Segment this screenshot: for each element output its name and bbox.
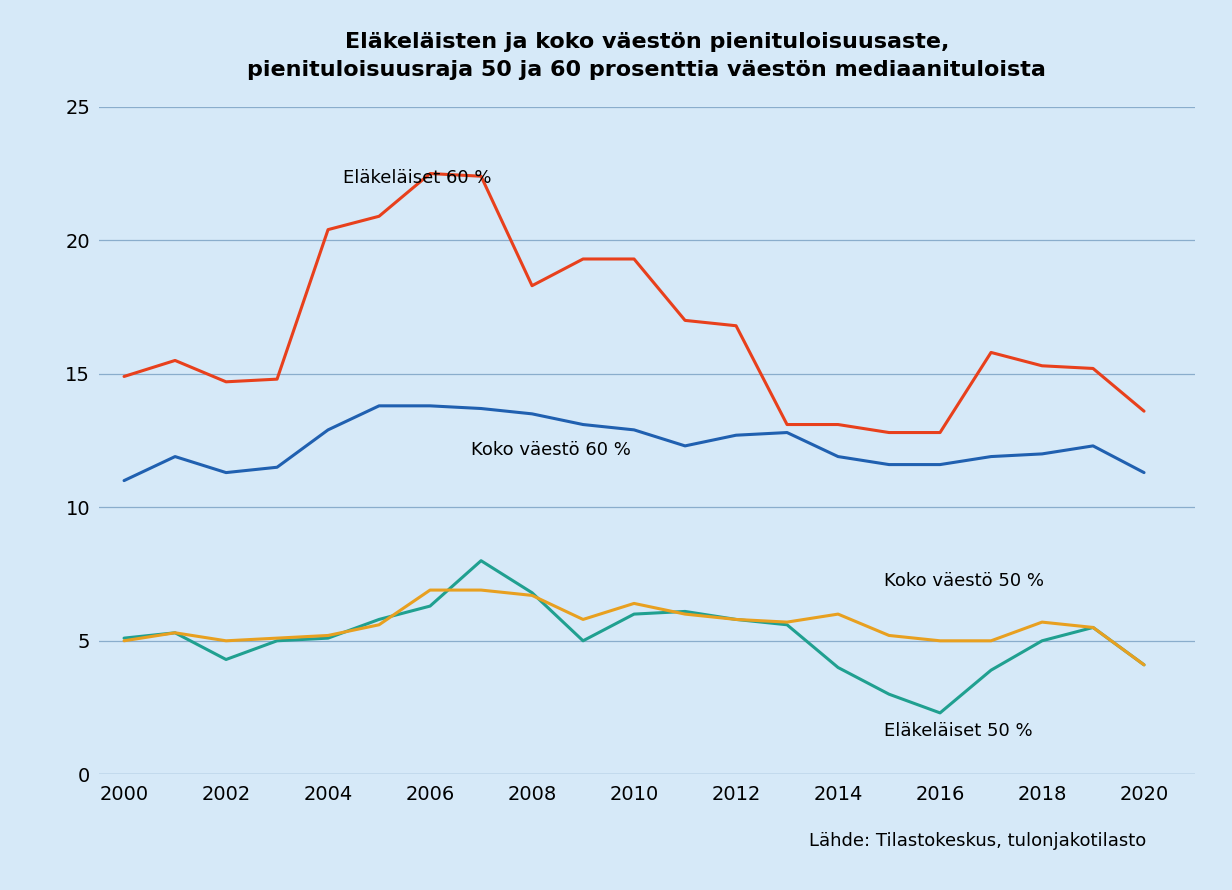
Text: Eläkeläiset 50 %: Eläkeläiset 50 % [883, 722, 1032, 740]
Text: Eläkeläiset 60 %: Eläkeläiset 60 % [344, 169, 492, 187]
Text: Koko väestö 50 %: Koko väestö 50 % [883, 572, 1044, 590]
Text: Lähde: Tilastokeskus, tulonjakotilasto: Lähde: Tilastokeskus, tulonjakotilasto [808, 832, 1146, 850]
Title: Eläkeläisten ja koko väestön pienituloisuusaste,
pienituloisuusraja 50 ja 60 pro: Eläkeläisten ja koko väestön pienitulois… [248, 32, 1046, 80]
Text: Koko väestö 60 %: Koko väestö 60 % [471, 441, 631, 458]
